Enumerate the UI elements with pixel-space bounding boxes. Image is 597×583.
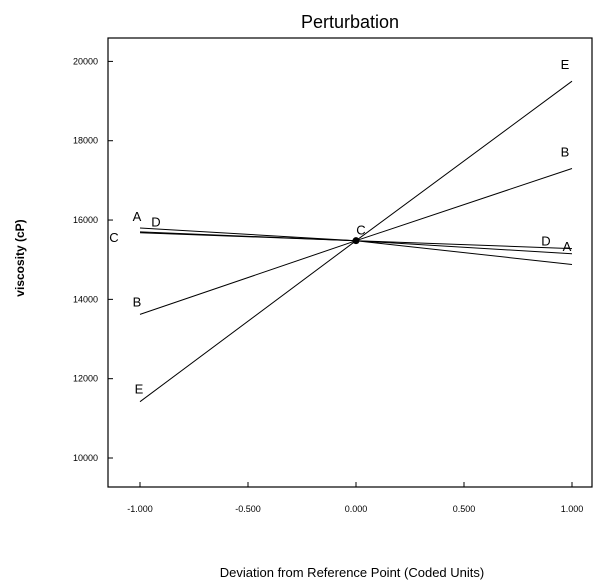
- reference-point-label: C: [356, 223, 365, 238]
- x-tick-label: -1.000: [127, 504, 153, 514]
- y-tick-label: 20000: [73, 56, 98, 66]
- series-label-a: A: [563, 239, 572, 254]
- series-lines: [139, 80, 573, 403]
- x-axis: -1.000 -0.500 0.000 0.500 1.000: [127, 482, 583, 514]
- y-tick-label: 12000: [73, 374, 98, 384]
- plot-area-frame: [107, 37, 593, 488]
- y-tick-label: 14000: [73, 294, 98, 304]
- series-label-e: E: [135, 382, 144, 397]
- y-tick-label: 10000: [73, 453, 98, 463]
- x-tick-label: 0.500: [453, 504, 476, 514]
- series-label-b: B: [561, 144, 570, 159]
- x-tick-label: 1.000: [561, 504, 584, 514]
- series-label-c: C: [109, 230, 118, 245]
- series-label-d: D: [541, 234, 550, 249]
- y-tick-label: 16000: [73, 215, 98, 225]
- y-axis-title: viscosity (cP): [13, 219, 27, 296]
- series-labels: A A B B C D D E E C: [109, 57, 571, 396]
- series-label-d: D: [151, 215, 160, 230]
- x-tick-label: -0.500: [235, 504, 261, 514]
- chart-title: Perturbation: [301, 12, 399, 32]
- x-tick-label: 0.000: [345, 504, 368, 514]
- reference-point-marker: [352, 237, 360, 245]
- series-label-b: B: [133, 294, 142, 309]
- y-axis: 10000 12000 14000 16000 18000 20000: [73, 56, 113, 463]
- series-label-a: A: [133, 209, 142, 224]
- y-tick-label: 18000: [73, 136, 98, 146]
- x-axis-title: Deviation from Reference Point (Coded Un…: [220, 565, 484, 580]
- series-label-e: E: [561, 57, 570, 72]
